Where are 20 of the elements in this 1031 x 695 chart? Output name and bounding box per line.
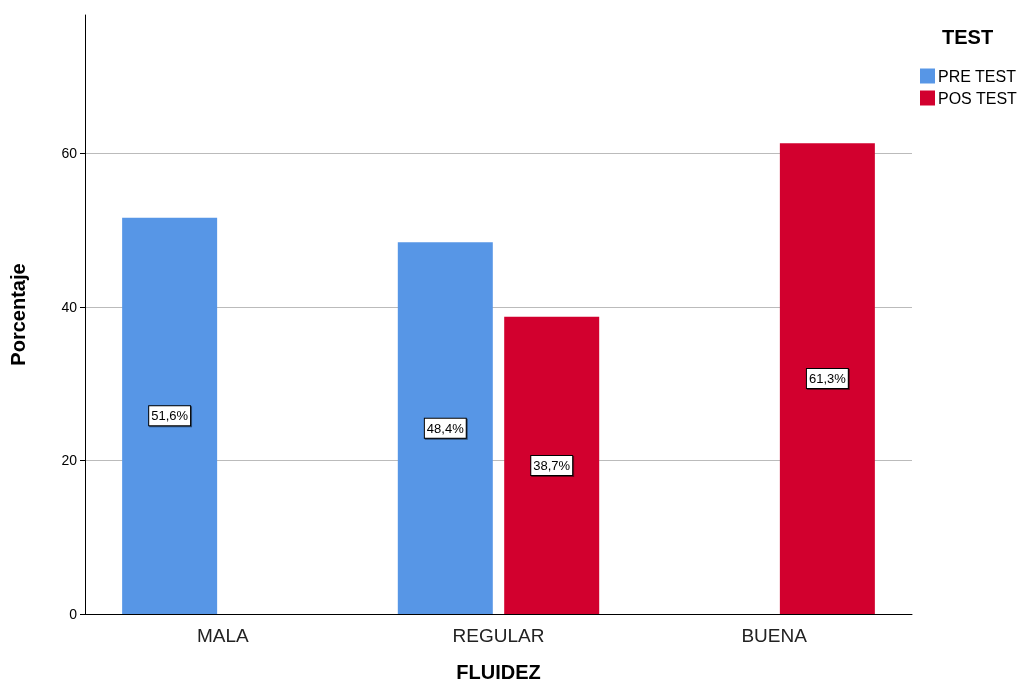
x-tick-label: BUENA bbox=[741, 625, 808, 646]
data-label: 38,7% bbox=[533, 457, 571, 473]
y-tick-label: 40 bbox=[61, 298, 78, 315]
x-tick-label: REGULAR bbox=[452, 625, 545, 646]
legend-label: POS TEST bbox=[938, 89, 1018, 107]
legend-title: TEST bbox=[942, 26, 994, 49]
data-label: 51,6% bbox=[151, 408, 189, 424]
bar bbox=[122, 217, 218, 614]
y-tick-label: 60 bbox=[61, 145, 78, 162]
x-tick-label: MALA bbox=[196, 625, 250, 646]
bar bbox=[397, 242, 493, 614]
x-axis-title: FLUIDEZ bbox=[456, 661, 541, 683]
legend-label: PRE TEST bbox=[938, 67, 1017, 85]
y-axis-title: Porcentaje bbox=[7, 263, 29, 366]
data-label: 48,4% bbox=[426, 420, 465, 436]
bar bbox=[504, 316, 600, 614]
bar bbox=[779, 143, 875, 614]
y-tick-label: 20 bbox=[61, 452, 78, 469]
data-label: 61,3% bbox=[808, 371, 847, 387]
y-tick-label: 0 bbox=[69, 606, 78, 622]
